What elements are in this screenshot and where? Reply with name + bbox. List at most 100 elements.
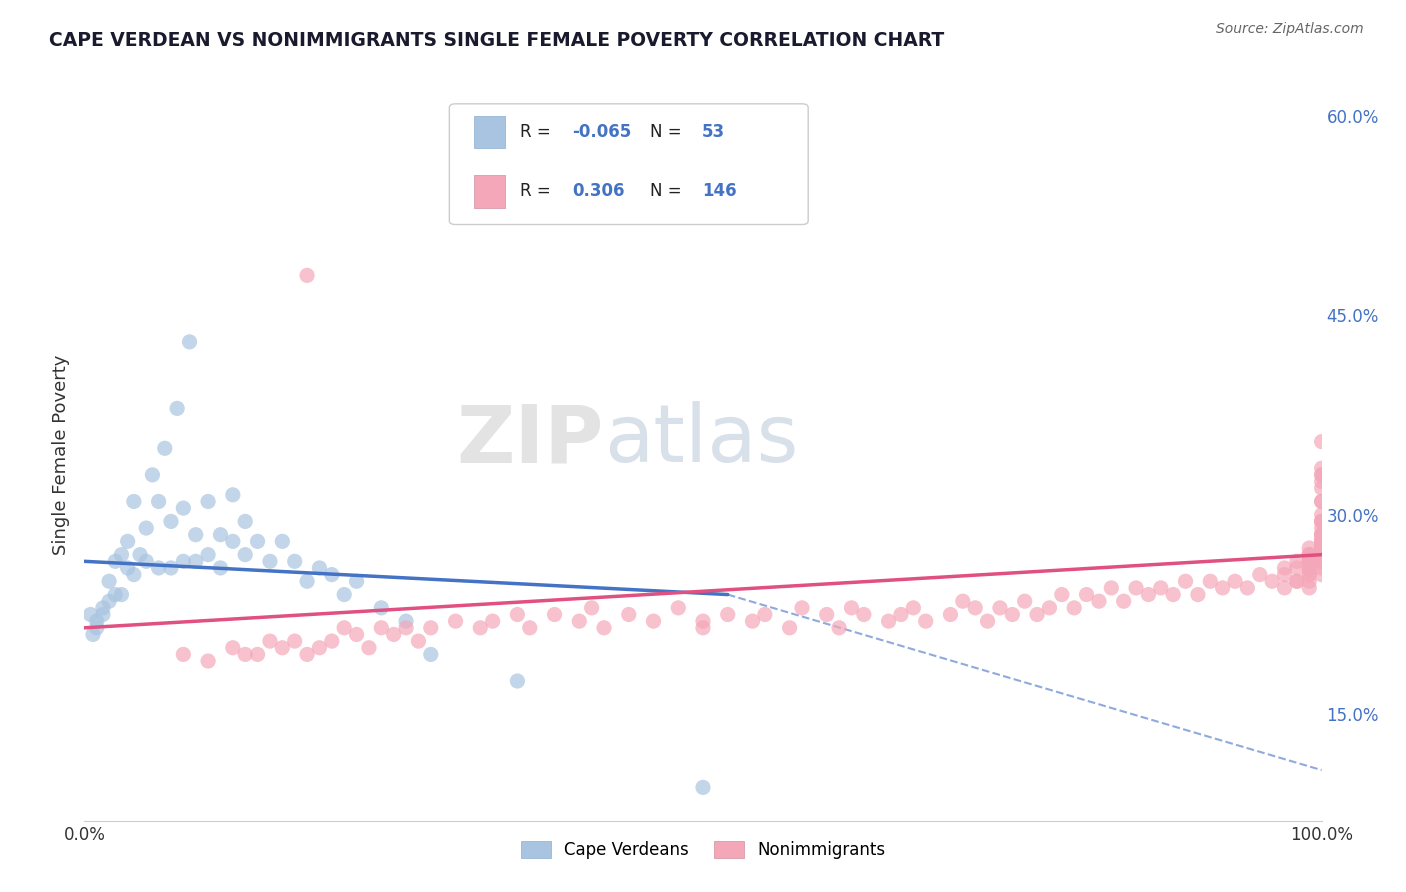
Point [1298,567,1320,582]
Point [617,607,640,622]
Point [666,600,689,615]
Point [1310,554,1333,568]
Point [815,607,838,622]
Point [643,614,665,628]
Point [1274,567,1296,582]
Point [209,527,232,541]
Point [233,648,256,662]
Point [1249,567,1271,582]
Point [172,501,194,516]
Point [877,614,900,628]
Point [419,648,441,662]
Point [1310,554,1333,568]
Point [1310,494,1333,508]
Point [1063,600,1085,615]
Y-axis label: Single Female Poverty: Single Female Poverty [52,355,70,555]
Point [1050,588,1073,602]
Point [1212,581,1234,595]
Point [1310,567,1333,582]
Point [408,634,430,648]
Point [110,588,132,602]
Point [1137,588,1160,602]
Point [976,614,998,628]
Point [1310,534,1333,549]
Point [1285,561,1308,575]
Point [692,614,714,628]
Point [135,554,157,568]
Point [1310,541,1333,555]
Point [308,561,330,575]
Point [717,607,740,622]
Point [1310,541,1333,555]
Point [1285,554,1308,568]
Point [1174,574,1197,589]
Point [395,621,418,635]
Point [1310,515,1333,529]
Point [939,607,962,622]
Point [308,640,330,655]
Point [184,527,207,541]
Point [506,607,529,622]
Point [284,634,307,648]
Point [1298,567,1320,582]
Point [197,654,219,668]
Point [481,614,503,628]
Point [1310,548,1333,562]
Point [333,588,356,602]
Point [370,600,392,615]
Point [122,567,145,582]
Point [1310,515,1333,529]
Point [222,534,245,549]
Point [222,640,245,655]
Point [1298,554,1320,568]
Point [179,334,201,349]
Point [1298,548,1320,562]
Point [543,607,565,622]
Point [1298,548,1320,562]
Point [98,594,121,608]
Point [1310,554,1333,568]
Point [1310,548,1333,562]
Point [444,614,467,628]
Point [197,548,219,562]
Point [1310,541,1333,555]
Point [104,554,127,568]
Point [841,600,863,615]
Point [91,600,114,615]
Point [222,488,245,502]
Point [395,614,418,628]
Point [1310,508,1333,522]
Point [1298,554,1320,568]
Point [1310,434,1333,449]
Point [91,607,114,622]
Point [160,561,183,575]
Point [271,534,294,549]
Point [295,648,318,662]
Text: 146: 146 [702,182,737,200]
Point [1125,581,1147,595]
Point [153,442,176,456]
Point [1161,588,1184,602]
Point [141,467,163,482]
Point [1310,534,1333,549]
FancyBboxPatch shape [474,116,505,148]
Point [321,567,343,582]
Point [1199,574,1222,589]
Point [1310,534,1333,549]
Point [1310,527,1333,541]
Point [988,600,1011,615]
Point [98,574,121,589]
Point [110,548,132,562]
Point [1310,541,1333,555]
Point [259,634,281,648]
Point [506,673,529,688]
Point [1310,541,1333,555]
Point [259,554,281,568]
Point [233,515,256,529]
Point [1285,574,1308,589]
Point [1310,467,1333,482]
Point [104,588,127,602]
Point [1310,548,1333,562]
Text: N =: N = [650,182,682,200]
Point [284,554,307,568]
